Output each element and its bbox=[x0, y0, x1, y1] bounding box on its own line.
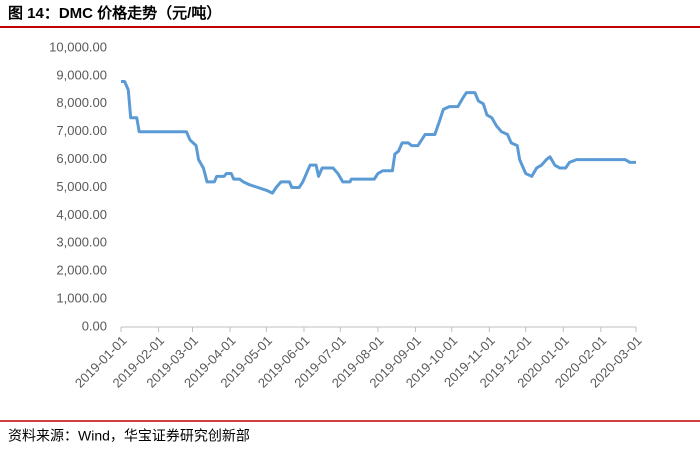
y-tick-label: 8,000.00 bbox=[56, 95, 107, 110]
y-tick-label: 7,000.00 bbox=[56, 123, 107, 138]
y-tick-label: 4,000.00 bbox=[56, 207, 107, 222]
y-tick-label: 6,000.00 bbox=[56, 151, 107, 166]
y-tick-label: 0.00 bbox=[82, 318, 107, 333]
chart-title: 图 14：DMC 价格走势（元/吨） bbox=[8, 4, 221, 22]
y-tick-label: 1,000.00 bbox=[56, 291, 107, 306]
y-tick-label: 3,000.00 bbox=[56, 235, 107, 250]
y-tick-label: 5,000.00 bbox=[56, 179, 107, 194]
y-tick-label: 10,000.00 bbox=[49, 39, 107, 54]
y-tick-label: 2,000.00 bbox=[56, 263, 107, 278]
y-tick-label: 9,000.00 bbox=[56, 67, 107, 82]
source: 资料来源：Wind，华宝证券研究创新部 bbox=[8, 428, 250, 444]
series-line bbox=[121, 79, 636, 195]
